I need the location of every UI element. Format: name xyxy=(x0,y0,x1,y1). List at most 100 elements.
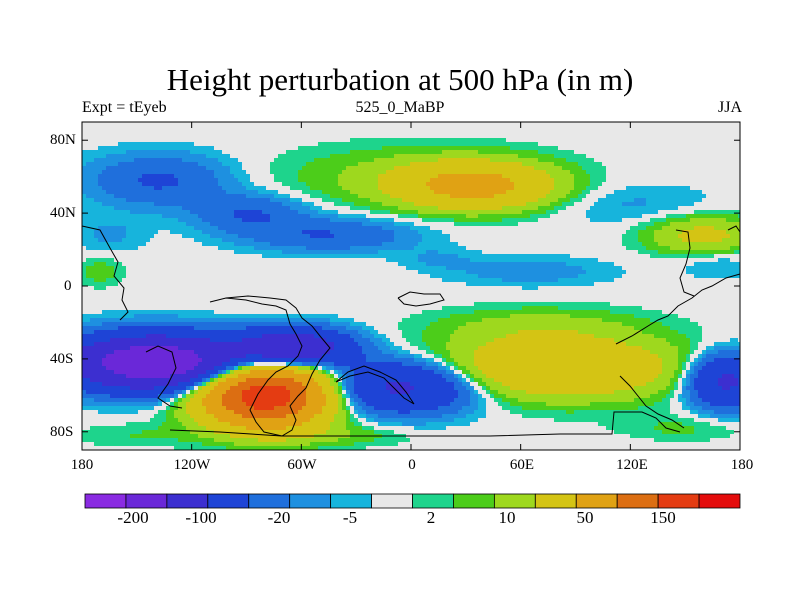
field-cell xyxy=(438,182,443,187)
field-cell xyxy=(558,166,563,171)
field-cell xyxy=(478,234,483,239)
field-cell xyxy=(238,158,243,163)
field-cell xyxy=(234,134,239,139)
field-cell xyxy=(378,142,383,147)
field-cell xyxy=(310,166,315,171)
field-cell xyxy=(702,138,707,143)
field-cell xyxy=(234,150,239,155)
field-cell xyxy=(666,130,671,135)
field-cell xyxy=(134,138,139,143)
field-cell xyxy=(358,138,363,143)
field-cell xyxy=(134,218,139,223)
field-cell xyxy=(122,154,127,159)
field-cell xyxy=(90,162,95,167)
field-cell xyxy=(282,142,287,147)
field-cell xyxy=(158,194,163,199)
field-cell xyxy=(338,126,343,131)
field-cell xyxy=(122,242,127,247)
field-cell xyxy=(358,162,363,167)
field-cell xyxy=(678,126,683,131)
field-cell xyxy=(218,238,223,243)
field-cell xyxy=(94,230,99,235)
field-cell xyxy=(650,214,655,219)
field-cell xyxy=(198,170,203,175)
field-cell xyxy=(382,178,387,183)
field-cell xyxy=(522,130,527,135)
field-cell xyxy=(498,214,503,219)
field-cell xyxy=(414,122,419,127)
field-cell xyxy=(462,234,467,239)
field-cell xyxy=(258,218,263,223)
field-cell xyxy=(138,194,143,199)
field-cell xyxy=(426,138,431,143)
field-cell xyxy=(254,210,259,215)
field-cell xyxy=(286,122,291,127)
field-cell xyxy=(594,198,599,203)
field-cell xyxy=(126,158,131,163)
field-cell xyxy=(590,154,595,159)
field-cell xyxy=(246,158,251,163)
field-cell xyxy=(270,238,275,243)
field-cell xyxy=(262,206,267,211)
field-cell xyxy=(394,154,399,159)
field-cell xyxy=(130,194,135,199)
field-cell xyxy=(478,222,483,227)
field-cell xyxy=(366,210,371,215)
field-cell xyxy=(542,234,547,239)
field-cell xyxy=(430,214,435,219)
field-cell xyxy=(382,198,387,203)
field-cell xyxy=(430,158,435,163)
field-cell xyxy=(514,134,519,139)
field-cell xyxy=(702,218,707,223)
field-cell xyxy=(598,134,603,139)
field-cell xyxy=(722,222,727,227)
field-cell xyxy=(390,134,395,139)
field-cell xyxy=(290,138,295,143)
field-cell xyxy=(194,162,199,167)
field-cell xyxy=(554,226,559,231)
field-cell xyxy=(414,226,419,231)
field-cell xyxy=(130,218,135,223)
field-cell xyxy=(266,178,271,183)
field-cell xyxy=(118,138,123,143)
field-cell xyxy=(722,198,727,203)
field-cell xyxy=(234,126,239,131)
field-cell xyxy=(258,226,263,231)
field-cell xyxy=(322,166,327,171)
field-cell xyxy=(134,166,139,171)
field-cell xyxy=(530,150,535,155)
field-cell xyxy=(102,170,107,175)
field-cell xyxy=(410,130,415,135)
field-cell xyxy=(302,214,307,219)
field-cell xyxy=(142,166,147,171)
field-cell xyxy=(162,198,167,203)
field-cell xyxy=(158,130,163,135)
field-cell xyxy=(690,126,695,131)
field-cell xyxy=(210,242,215,247)
field-cell xyxy=(666,138,671,143)
field-cell xyxy=(278,178,283,183)
field-cell xyxy=(714,194,719,199)
field-cell xyxy=(162,206,167,211)
field-cell xyxy=(650,182,655,187)
field-cell xyxy=(330,234,335,239)
field-cell xyxy=(590,170,595,175)
field-cell xyxy=(698,170,703,175)
field-cell xyxy=(610,166,615,171)
field-cell xyxy=(266,234,271,239)
field-cell xyxy=(590,158,595,163)
field-cell xyxy=(390,150,395,155)
field-cell xyxy=(434,130,439,135)
field-cell xyxy=(610,174,615,179)
field-cell xyxy=(366,130,371,135)
field-cell xyxy=(678,230,683,235)
field-cell xyxy=(706,178,711,183)
field-cell xyxy=(702,234,707,239)
field-cell xyxy=(270,194,275,199)
field-cell xyxy=(382,162,387,167)
field-cell xyxy=(554,182,559,187)
field-cell xyxy=(138,202,143,207)
field-cell xyxy=(558,162,563,167)
field-cell xyxy=(342,214,347,219)
field-cell xyxy=(502,158,507,163)
